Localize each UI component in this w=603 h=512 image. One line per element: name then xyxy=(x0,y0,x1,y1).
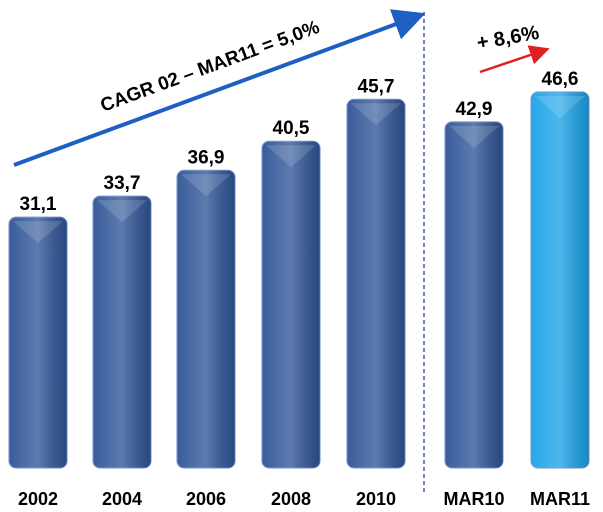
x-tick-label: MAR11 xyxy=(530,489,590,509)
bar-bevel xyxy=(13,221,63,244)
value-label: 46,6 xyxy=(542,69,579,90)
bar-sheen xyxy=(347,99,405,468)
value-label: 31,1 xyxy=(20,194,57,215)
bar-bevel xyxy=(181,174,231,197)
cagr-arrow xyxy=(13,9,426,167)
x-tick-label: MAR10 xyxy=(443,489,504,509)
bar-bevel xyxy=(449,125,499,148)
value-label: 33,7 xyxy=(104,173,141,194)
value-label: 36,9 xyxy=(188,147,225,168)
bars: 31,1 2002 33,7 2004 36,9 2006 40,5 2008 45,7 2010… xyxy=(8,69,590,509)
growth-label: + 8,6% xyxy=(475,22,541,55)
value-label: 40,5 xyxy=(273,118,310,139)
bar-bevel xyxy=(535,96,585,118)
x-tick-label: 2002 xyxy=(18,489,58,509)
bar-sheen xyxy=(177,170,235,468)
bar-bevel xyxy=(266,145,316,168)
bar-sheen xyxy=(445,121,503,469)
x-tick-label: 2004 xyxy=(102,489,142,509)
x-tick-label: 2008 xyxy=(271,489,311,509)
growth-arrow xyxy=(479,45,550,74)
x-tick-label: 2010 xyxy=(356,489,396,509)
bar-bevel xyxy=(351,103,401,126)
bar-bevel xyxy=(97,200,147,223)
bar-sheen xyxy=(9,217,67,468)
x-tick-label: 2006 xyxy=(186,489,226,509)
value-label: 45,7 xyxy=(358,76,395,97)
value-label: 42,9 xyxy=(456,99,493,120)
bar-sheen xyxy=(93,196,151,469)
cagr-label: CAGR 02 – MAR11 = 5,0% xyxy=(98,17,323,117)
bar-sheen xyxy=(262,141,320,469)
bar-sheen xyxy=(531,92,589,468)
